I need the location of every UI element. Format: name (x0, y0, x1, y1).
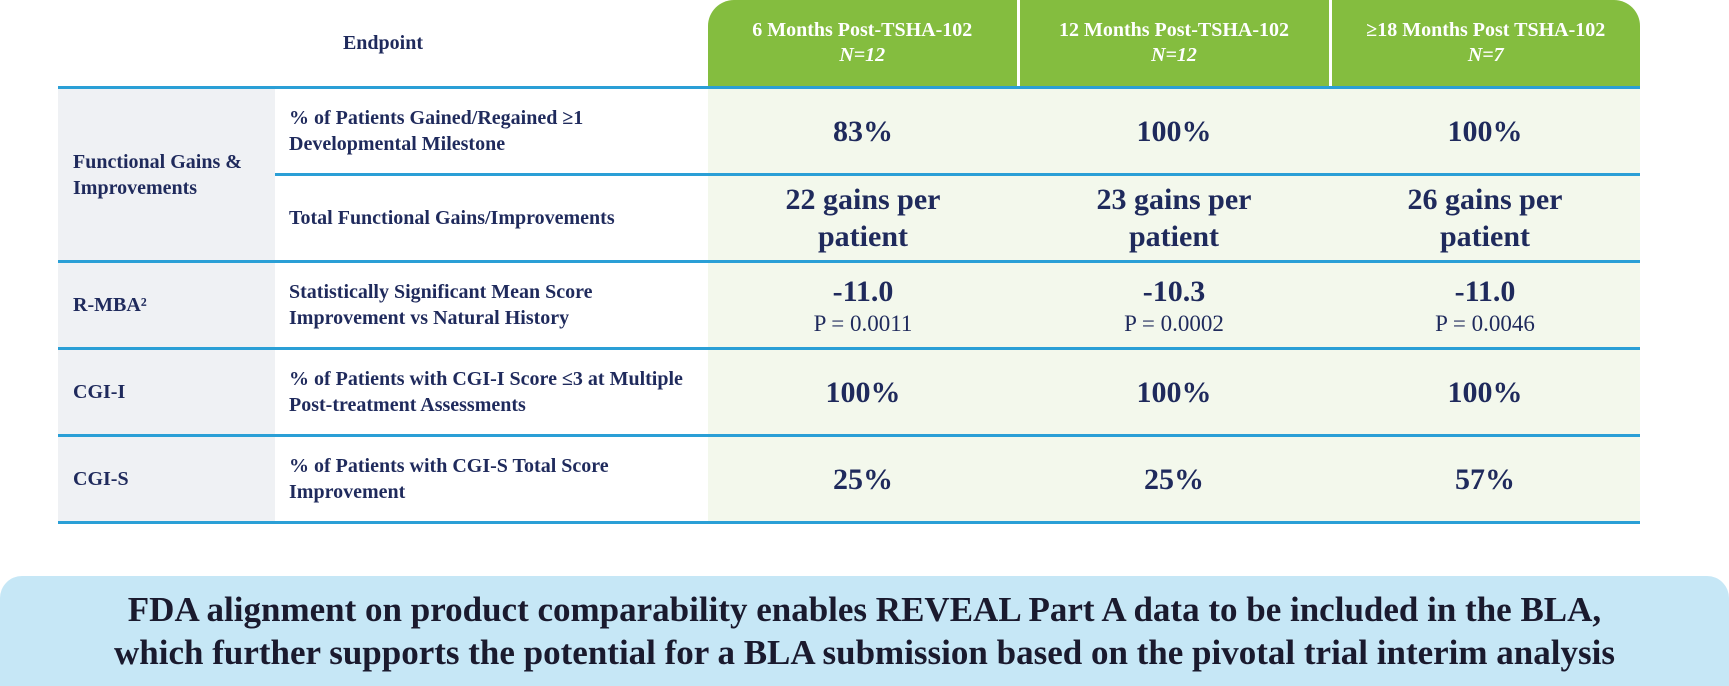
value: 22 gains per patient (785, 183, 941, 253)
value: 100% (1136, 375, 1212, 409)
column-n: N=12 (1151, 44, 1197, 66)
endpoint-label: % of Patients with CGI-I Score ≤3 at Mul… (275, 348, 708, 437)
value: 100% (825, 375, 901, 409)
p-value: P = 0.0046 (1435, 310, 1535, 336)
header-cell: 12 Months Post-TSHA-102 N=12 (1016, 0, 1330, 89)
header-cell: 6 Months Post-TSHA-102 N=12 (708, 0, 1018, 89)
value: -11.0 (1454, 274, 1516, 308)
table-row: R-MBA² Statistically Significant Mean Sco… (58, 261, 1640, 350)
value: 25% (1144, 462, 1204, 496)
value-cell: 22 gains per patient (708, 174, 1018, 263)
value: -10.3 (1142, 274, 1206, 308)
endpoint-label: % of Patients Gained/Regained ≥1 Develop… (275, 87, 708, 176)
value-cell: 100% (1330, 87, 1640, 176)
value: -11.0 (832, 274, 894, 308)
endpoint-label: % of Patients with CGI-S Total Score Imp… (275, 435, 708, 524)
value-cell: 26 gains per patient (1330, 174, 1640, 263)
value: 23 gains per patient (1096, 183, 1252, 253)
banner-line: which further supports the potential for… (114, 633, 1615, 672)
group-label: Functional Gains & Improvements (58, 87, 275, 263)
value-cell: -11.0 P = 0.0046 (1330, 261, 1640, 350)
value-cell: 25% (708, 435, 1018, 524)
column-title: 6 Months Post-TSHA-102 (752, 19, 973, 41)
value-cell: 100% (708, 348, 1018, 437)
value: 57% (1455, 462, 1515, 496)
value: 100% (1447, 114, 1523, 148)
column-title: 12 Months Post-TSHA-102 (1058, 19, 1289, 41)
value-cell: 23 gains per patient (1018, 174, 1330, 263)
value-cell: 83% (708, 87, 1018, 176)
column-n: N=7 (1467, 44, 1504, 66)
value-cell: 100% (1018, 87, 1330, 176)
banner-line: FDA alignment on product comparability e… (127, 590, 1602, 629)
column-n: N=12 (839, 44, 886, 66)
group-label: CGI-I (58, 348, 275, 437)
value: 100% (1136, 114, 1212, 148)
value-cell: -11.0 P = 0.0011 (708, 261, 1018, 350)
header-row: Endpoint 6 Months Post-TSHA-102 N=12 12 Mo… (58, 0, 1640, 89)
column-title: ≥18 Months Post TSHA-102 (1366, 19, 1606, 41)
value: 26 gains per patient (1407, 183, 1563, 253)
value-cell: 100% (1018, 348, 1330, 437)
p-value: P = 0.0011 (813, 310, 913, 336)
p-value: P = 0.0002 (1124, 310, 1224, 336)
value: 25% (833, 462, 893, 496)
endpoint-label: Statistically Significant Mean Score Imp… (275, 261, 708, 350)
endpoint-label: Total Functional Gains/Improvements (275, 174, 708, 263)
header-cell: ≥18 Months Post TSHA-102 N=7 (1328, 0, 1640, 89)
header-endpoint: Endpoint (58, 0, 708, 89)
value-cell: -10.3 P = 0.0002 (1018, 261, 1330, 350)
value-cell: 100% (1330, 348, 1640, 437)
value-cell: 25% (1018, 435, 1330, 524)
table-row: CGI-I% of Patients with CGI-I Score ≤3 a… (58, 348, 1640, 437)
group-label: R-MBA² (58, 261, 275, 350)
table-row: Functional Gains & Improvements% of Pati… (58, 87, 1640, 263)
table-row: Total Functional Gains/Improvements 22 ga… (58, 174, 1640, 263)
endpoint-table: Endpoint 6 Months Post-TSHA-102 N=12 12 Mo… (58, 0, 1640, 524)
value-cell: 57% (1330, 435, 1640, 524)
value: 83% (833, 114, 893, 148)
table-row: CGI-S% of Patients with CGI-S Total Scor… (58, 435, 1640, 524)
value: 100% (1447, 375, 1523, 409)
banner: FDA alignment on product comparability e… (0, 576, 1729, 686)
group-label: CGI-S (58, 435, 275, 524)
